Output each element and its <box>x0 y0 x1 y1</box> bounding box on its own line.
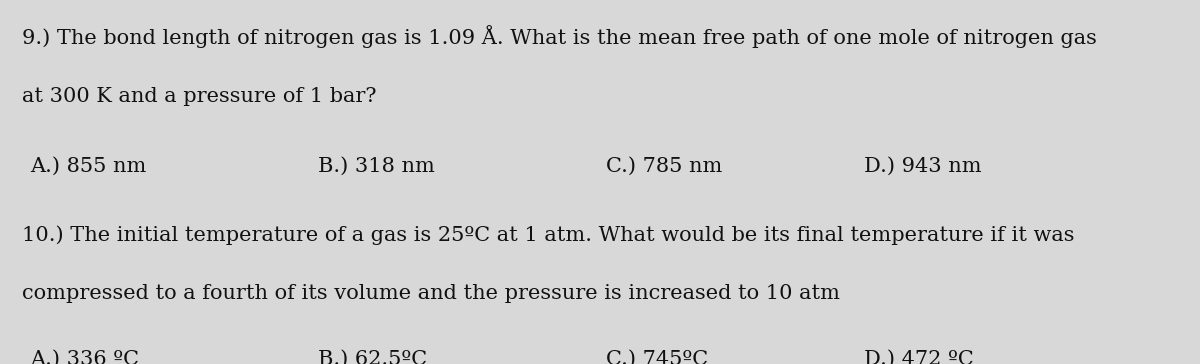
Text: D.) 472 ºC: D.) 472 ºC <box>864 349 973 364</box>
Text: compressed to a fourth of its volume and the pressure is increased to 10 atm: compressed to a fourth of its volume and… <box>22 284 840 303</box>
Text: 10.) The initial temperature of a gas is 25ºC at 1 atm. What would be its final : 10.) The initial temperature of a gas is… <box>22 226 1074 245</box>
Text: D.) 943 nm: D.) 943 nm <box>864 157 982 175</box>
Text: B.) 318 nm: B.) 318 nm <box>318 157 434 175</box>
Text: 9.) The bond length of nitrogen gas is 1.09 Å. What is the mean free path of one: 9.) The bond length of nitrogen gas is 1… <box>22 25 1097 48</box>
Text: C.) 745ºC: C.) 745ºC <box>606 349 708 364</box>
Text: C.) 785 nm: C.) 785 nm <box>606 157 722 175</box>
Text: A.) 855 nm: A.) 855 nm <box>30 157 146 175</box>
Text: A.) 336 ºC: A.) 336 ºC <box>30 349 139 364</box>
Text: B.) 62.5ºC: B.) 62.5ºC <box>318 349 427 364</box>
Text: at 300 K and a pressure of 1 bar?: at 300 K and a pressure of 1 bar? <box>22 87 376 106</box>
